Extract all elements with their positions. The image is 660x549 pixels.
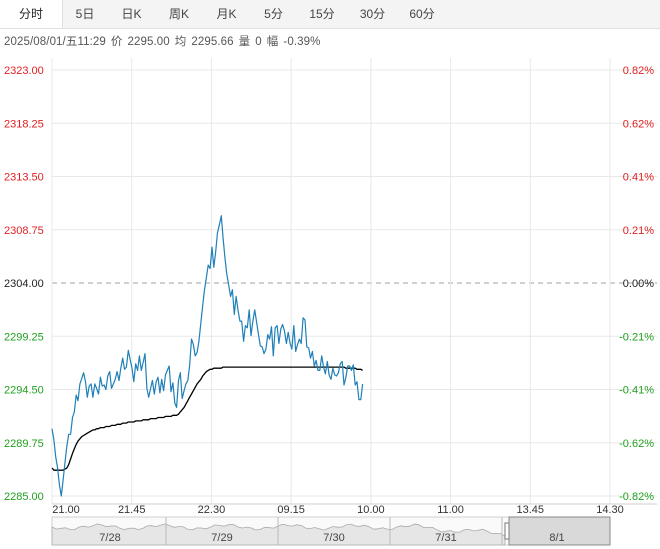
- quote-datetime: 2025/08/01/五11:29: [4, 36, 106, 48]
- x-tick: 14.30: [596, 504, 624, 516]
- y-tick-right: -0.82%: [619, 491, 654, 503]
- y-tick-right: -0.41%: [619, 385, 654, 397]
- price-value: 2295.00: [127, 36, 170, 48]
- y-tick-left: 2285.00: [4, 491, 44, 503]
- chart-series: [51, 215, 364, 497]
- period-tabs: 分时 5日 日K 周K 月K 5分 15分 30分 60分: [0, 0, 660, 29]
- vol-label: 量: [238, 36, 251, 48]
- y-tick-right: 0.62%: [623, 118, 654, 130]
- avg-label: 均: [174, 36, 187, 48]
- navigator-date: 7/28: [99, 532, 120, 544]
- change-label: 幅: [266, 36, 279, 48]
- y-tick-right: 0.00%: [623, 278, 654, 290]
- x-tick: 21.45: [118, 504, 146, 516]
- price-label: 价: [110, 36, 123, 48]
- navigator-date: 7/31: [435, 532, 456, 544]
- x-tick: 10.00: [357, 504, 385, 516]
- tab-5[interactable]: 5分: [264, 7, 283, 21]
- y-tick-left: 2323.00: [4, 65, 44, 77]
- tab-7[interactable]: 30分: [359, 7, 386, 21]
- chart-grid: [51, 58, 657, 505]
- x-tick: 13.45: [517, 504, 545, 516]
- time-navigator[interactable]: 7/28 7/29 7/30 7/31 8/1: [51, 516, 611, 546]
- avg-price-line: [51, 366, 363, 471]
- tab-0[interactable]: 分时: [0, 0, 63, 28]
- y-axis-left-price: 2323.00 2318.25 2313.50 2308.75 2304.00 2299.…: [4, 65, 44, 503]
- navigator-date: 8/1: [549, 532, 564, 544]
- y-tick-right: -0.21%: [619, 331, 654, 343]
- navigator-handle-left: [504, 522, 510, 540]
- y-tick-left: 2304.00: [4, 278, 44, 290]
- y-tick-left: 2308.75: [4, 225, 44, 237]
- y-tick-left: 2299.25: [4, 331, 44, 343]
- price-line: [51, 215, 364, 497]
- y-axis-right-percent: 0.82% 0.62% 0.41% 0.21% 0.00% -0.21% -0.41% -0.…: [619, 65, 654, 503]
- tab-8[interactable]: 60分: [409, 7, 435, 21]
- y-tick-left: 2313.50: [4, 172, 44, 184]
- x-tick: 22.30: [198, 504, 226, 516]
- x-axis-time: 21.00 21.45 22.30 09.15 10.00 11.00 13.45 14.30: [52, 504, 624, 516]
- change-value: -0.39%: [283, 36, 321, 48]
- tab-2[interactable]: 日K: [121, 7, 142, 21]
- x-tick: 11.00: [437, 504, 464, 516]
- y-tick-left: 2318.25: [4, 118, 44, 130]
- tab-6[interactable]: 15分: [309, 7, 335, 21]
- tab-3[interactable]: 周K: [168, 7, 189, 21]
- y-tick-right: 0.41%: [623, 172, 654, 184]
- y-tick-left: 2294.50: [4, 385, 44, 397]
- tab-1[interactable]: 5日: [75, 7, 95, 21]
- x-tick: 21.00: [52, 504, 80, 516]
- navigator-date: 7/30: [323, 532, 344, 544]
- tab-4[interactable]: 月K: [216, 7, 237, 21]
- vol-value: 0: [255, 36, 262, 48]
- y-tick-right: 0.82%: [623, 65, 654, 77]
- navigator-date: 7/29: [211, 532, 232, 544]
- avg-value: 2295.66: [191, 36, 234, 48]
- y-tick-left: 2289.75: [4, 438, 44, 450]
- navigator-window: [508, 516, 611, 546]
- x-tick: 09.15: [277, 504, 305, 516]
- y-tick-right: -0.62%: [619, 438, 654, 450]
- quote-info-bar: 2025/08/01/五11:29 价 2295.00 均 2295.66 量 0 幅 -0.3…: [4, 33, 325, 49]
- y-tick-right: 0.21%: [623, 225, 654, 237]
